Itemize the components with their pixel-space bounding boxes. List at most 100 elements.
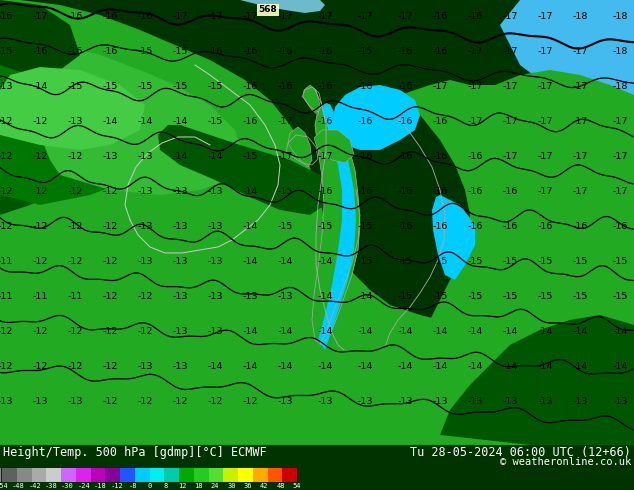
Text: -14: -14 bbox=[172, 152, 188, 162]
Text: 8: 8 bbox=[164, 483, 168, 489]
Text: -15: -15 bbox=[432, 293, 448, 301]
Text: -16: -16 bbox=[398, 152, 413, 162]
Text: -17: -17 bbox=[467, 82, 482, 92]
Text: -12: -12 bbox=[67, 222, 82, 231]
Bar bbox=[105, 468, 120, 482]
Text: -15: -15 bbox=[138, 48, 153, 56]
Polygon shape bbox=[303, 85, 320, 115]
Text: -17: -17 bbox=[502, 13, 518, 22]
Text: -11: -11 bbox=[32, 293, 48, 301]
Text: -14: -14 bbox=[612, 327, 628, 337]
Text: -15: -15 bbox=[207, 82, 223, 92]
Bar bbox=[282, 468, 297, 482]
Text: -17: -17 bbox=[358, 13, 373, 22]
Text: 30: 30 bbox=[227, 483, 236, 489]
Bar bbox=[253, 468, 268, 482]
Text: -12: -12 bbox=[102, 397, 118, 406]
Text: -14: -14 bbox=[102, 118, 118, 126]
Text: -17: -17 bbox=[502, 118, 518, 126]
Text: -14: -14 bbox=[317, 327, 333, 337]
Text: -17: -17 bbox=[537, 118, 553, 126]
Text: -15: -15 bbox=[502, 293, 518, 301]
Text: -38: -38 bbox=[45, 483, 58, 489]
Text: -14: -14 bbox=[277, 327, 293, 337]
Text: -17: -17 bbox=[467, 48, 482, 56]
Text: -18: -18 bbox=[612, 48, 628, 56]
Text: -15: -15 bbox=[502, 257, 518, 267]
Text: -15: -15 bbox=[358, 222, 373, 231]
Text: -17: -17 bbox=[537, 82, 553, 92]
Text: -14: -14 bbox=[277, 257, 293, 267]
Text: -12: -12 bbox=[32, 152, 48, 162]
Text: 0: 0 bbox=[147, 483, 152, 489]
Text: -17: -17 bbox=[573, 118, 588, 126]
Text: -16: -16 bbox=[0, 13, 13, 22]
Text: -18: -18 bbox=[612, 13, 628, 22]
Text: -30: -30 bbox=[61, 483, 74, 489]
Text: -17: -17 bbox=[467, 118, 482, 126]
Text: -16: -16 bbox=[242, 48, 257, 56]
Text: -16: -16 bbox=[67, 13, 82, 22]
Text: -17: -17 bbox=[612, 118, 628, 126]
Text: -16: -16 bbox=[277, 82, 293, 92]
Text: -12: -12 bbox=[110, 483, 123, 489]
Text: -14: -14 bbox=[242, 363, 257, 371]
Text: -15: -15 bbox=[537, 293, 553, 301]
Text: -12: -12 bbox=[138, 293, 153, 301]
Text: -12: -12 bbox=[172, 397, 188, 406]
Text: -14: -14 bbox=[432, 327, 448, 337]
Text: -15: -15 bbox=[358, 257, 373, 267]
Bar bbox=[75, 468, 91, 482]
Text: -16: -16 bbox=[67, 48, 82, 56]
Text: -12: -12 bbox=[67, 152, 82, 162]
Text: -13: -13 bbox=[172, 363, 188, 371]
Text: 42: 42 bbox=[260, 483, 268, 489]
Text: -16: -16 bbox=[467, 13, 482, 22]
Bar bbox=[32, 468, 46, 482]
Text: -13: -13 bbox=[612, 397, 628, 406]
Text: -17: -17 bbox=[612, 152, 628, 162]
Text: -17: -17 bbox=[398, 13, 413, 22]
Text: -16: -16 bbox=[358, 152, 373, 162]
Bar bbox=[209, 468, 223, 482]
Text: -14: -14 bbox=[398, 327, 413, 337]
Text: -13: -13 bbox=[277, 293, 293, 301]
Text: -16: -16 bbox=[358, 188, 373, 196]
Text: -13: -13 bbox=[317, 397, 333, 406]
Text: -15: -15 bbox=[612, 293, 628, 301]
Text: -12: -12 bbox=[102, 293, 118, 301]
Text: -16: -16 bbox=[502, 188, 518, 196]
Bar bbox=[120, 468, 135, 482]
Text: -15: -15 bbox=[573, 257, 588, 267]
Text: -13: -13 bbox=[0, 82, 13, 92]
Polygon shape bbox=[288, 127, 312, 167]
Text: -12: -12 bbox=[32, 222, 48, 231]
Text: -14: -14 bbox=[502, 363, 518, 371]
Text: -14: -14 bbox=[242, 257, 257, 267]
Bar bbox=[16, 468, 32, 482]
Text: -15: -15 bbox=[242, 152, 257, 162]
Text: -14: -14 bbox=[277, 363, 293, 371]
Text: -13: -13 bbox=[357, 397, 373, 406]
Polygon shape bbox=[30, 45, 245, 195]
Text: -15: -15 bbox=[138, 82, 153, 92]
Text: -14: -14 bbox=[358, 363, 373, 371]
Text: -16: -16 bbox=[102, 48, 118, 56]
Text: -16: -16 bbox=[502, 222, 518, 231]
Text: 18: 18 bbox=[195, 483, 203, 489]
Text: -15: -15 bbox=[277, 188, 293, 196]
Text: -16: -16 bbox=[432, 118, 448, 126]
Text: -15: -15 bbox=[172, 82, 188, 92]
Text: -16: -16 bbox=[207, 48, 223, 56]
Polygon shape bbox=[500, 0, 634, 145]
Polygon shape bbox=[0, 0, 634, 445]
Text: -16: -16 bbox=[242, 82, 257, 92]
Text: -15: -15 bbox=[207, 118, 223, 126]
Text: -13: -13 bbox=[207, 188, 223, 196]
Text: -14: -14 bbox=[317, 257, 333, 267]
Text: -17: -17 bbox=[573, 82, 588, 92]
Text: 568: 568 bbox=[259, 5, 278, 15]
Text: Height/Temp. 500 hPa [gdmp][°C] ECMWF: Height/Temp. 500 hPa [gdmp][°C] ECMWF bbox=[3, 446, 267, 459]
Polygon shape bbox=[440, 315, 634, 445]
Text: -15: -15 bbox=[358, 48, 373, 56]
